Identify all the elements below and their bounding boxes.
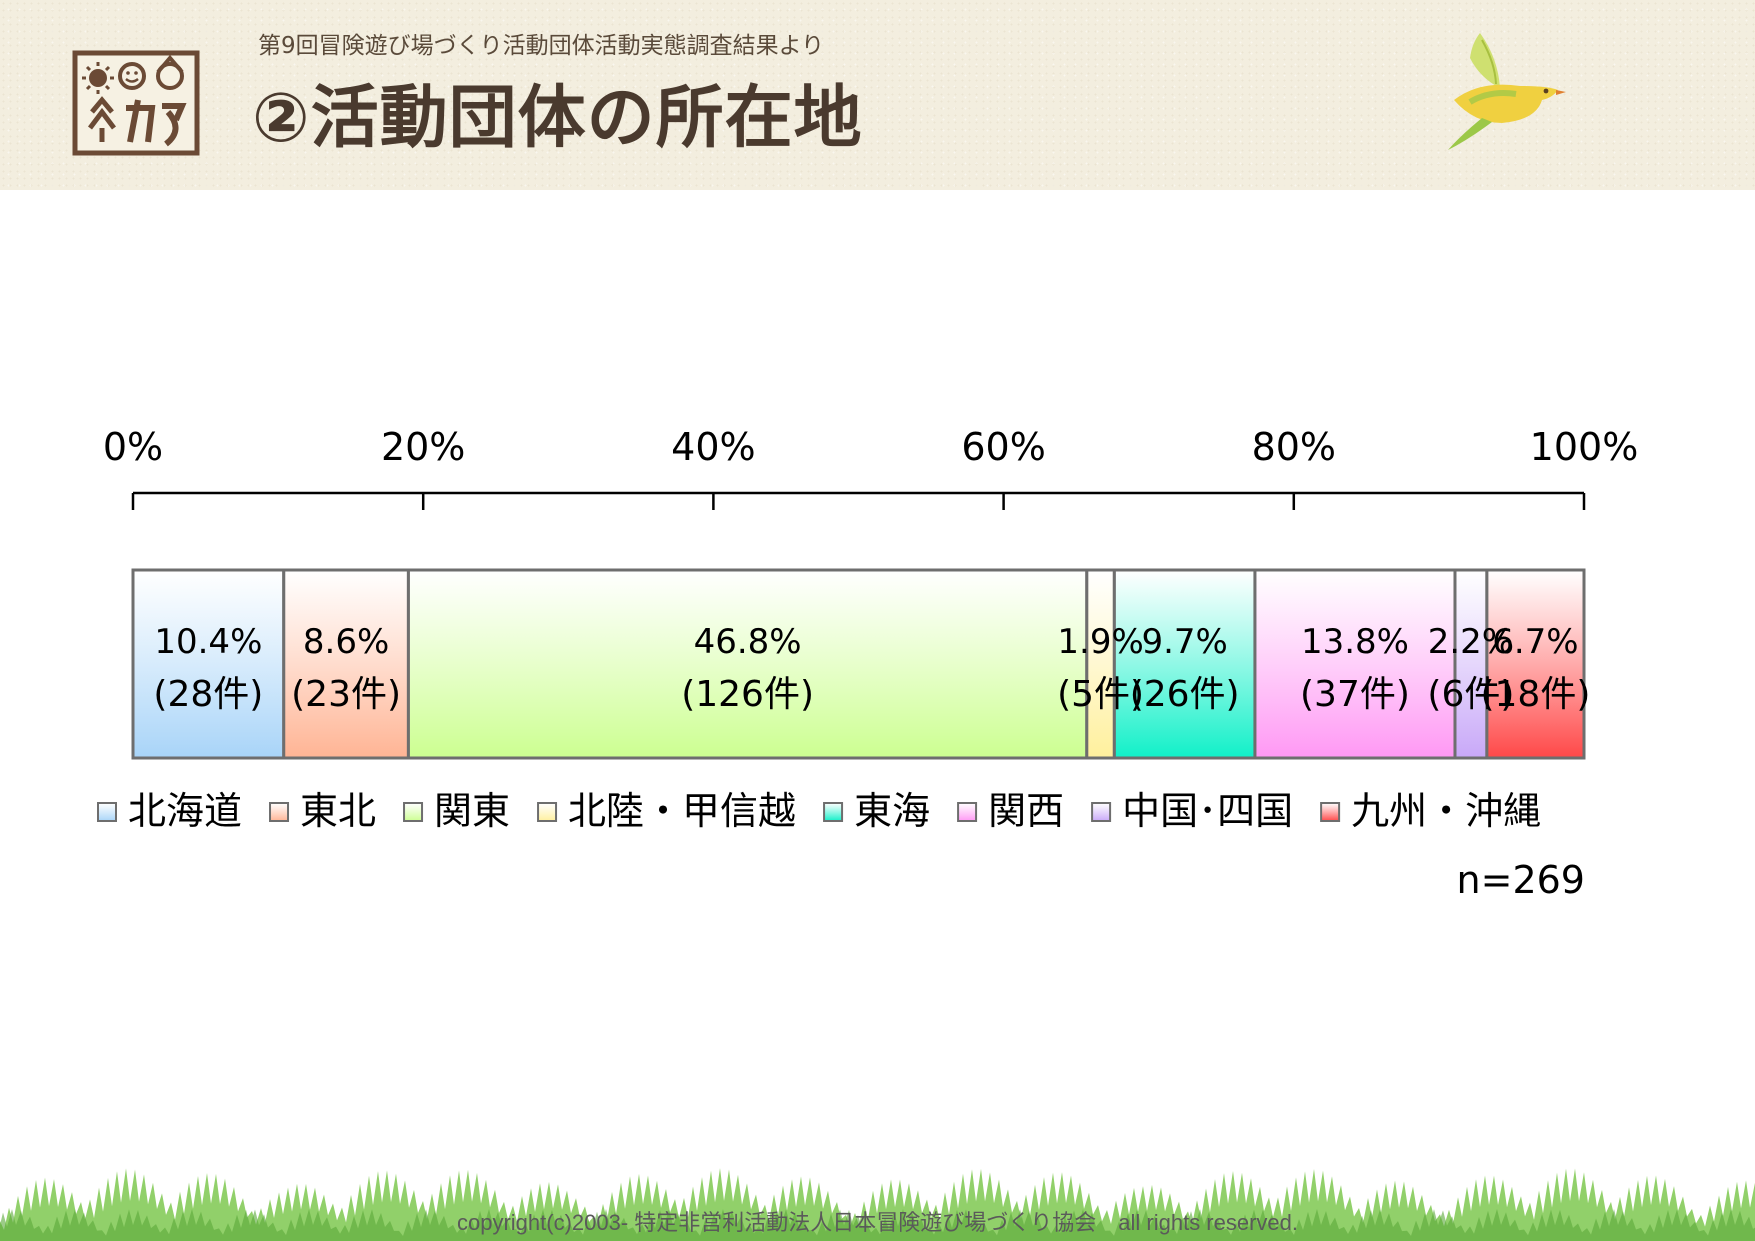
bar-segment xyxy=(1112,568,1257,760)
legend-label: 東北 xyxy=(300,789,376,833)
sample-size-label: n=269 xyxy=(1457,858,1585,902)
legend: 北海道 東北 関東 北陸・甲信越 東海 関西 中国･四国 九州・沖縄 xyxy=(97,789,1541,833)
axis-tick-label: 0% xyxy=(103,425,163,469)
count-label: (6件) xyxy=(1427,674,1514,715)
legend-swatch xyxy=(403,802,424,822)
percent-label: 6.7% xyxy=(1492,622,1578,662)
stacked-bar xyxy=(131,568,1586,760)
bar-segment xyxy=(282,568,410,760)
bar-segment xyxy=(131,568,286,760)
legend-label: 東海 xyxy=(854,789,930,833)
axis: 0% 20% 40% 60% 80% 100% xyxy=(103,425,1638,510)
bird-icon xyxy=(1448,33,1566,150)
count-label: (5件) xyxy=(1057,674,1144,715)
percent-label: 46.8% xyxy=(694,622,802,662)
legend-swatch xyxy=(269,802,290,822)
legend-label: 九州・沖縄 xyxy=(1351,789,1541,833)
page-title: ②活動団体の所在地 xyxy=(252,79,863,158)
bar-segment xyxy=(406,568,1089,760)
count-label: (26件) xyxy=(1130,674,1240,715)
logo-icon xyxy=(72,50,200,156)
survey-source-subtitle: 第9回冒険遊び場づくり活動団体活動実態調査結果より xyxy=(258,33,825,59)
axis-tick-label: 80% xyxy=(1252,425,1336,469)
percent-label: 1.9% xyxy=(1057,622,1143,662)
bar-segment xyxy=(1085,568,1116,760)
legend-label: 北陸・甲信越 xyxy=(568,789,796,833)
count-label: (37件) xyxy=(1300,674,1410,715)
legend-swatch xyxy=(1320,802,1341,822)
legend-swatch xyxy=(957,802,978,822)
data-labels: 10.4% (28件) 8.6% (23件) 46.8% (126件) 1.9% (5件) 9.… xyxy=(153,622,1590,715)
axis-tick-label: 20% xyxy=(381,425,465,469)
percent-label: 13.8% xyxy=(1301,622,1409,662)
count-label: (126件) xyxy=(681,674,814,715)
legend-label: 関西 xyxy=(988,789,1064,833)
count-label: (28件) xyxy=(153,674,263,715)
bar-segment xyxy=(1253,568,1457,760)
header-banner: 第9回冒険遊び場づくり活動団体活動実態調査結果より ②活動団体の所在地 xyxy=(0,0,1755,190)
axis-tick-label: 60% xyxy=(961,425,1045,469)
percent-label: 10.4% xyxy=(154,622,262,662)
count-label: (18件) xyxy=(1480,674,1590,715)
grass-decoration xyxy=(0,1168,1755,1241)
percent-label: 2.2% xyxy=(1428,622,1514,662)
legend-label: 中国･四国 xyxy=(1122,789,1293,833)
legend-swatch xyxy=(1091,802,1112,822)
legend-swatch xyxy=(97,802,117,822)
legend-label: 北海道 xyxy=(128,789,242,833)
count-label: (23件) xyxy=(291,674,401,715)
copyright-text: copyright(c)2003- 特定非営利活動法人日本冒険遊び場づくり協会 … xyxy=(456,1210,1299,1235)
percent-label: 8.6% xyxy=(303,622,389,662)
axis-tick-label: 100% xyxy=(1530,425,1639,469)
legend-swatch xyxy=(537,802,558,822)
bar-segment xyxy=(1453,568,1489,760)
legend-swatch xyxy=(823,802,844,822)
percent-label: 9.7% xyxy=(1141,622,1227,662)
legend-label: 関東 xyxy=(434,789,510,833)
bar-segment xyxy=(1485,568,1586,760)
axis-tick-label: 40% xyxy=(671,425,755,469)
